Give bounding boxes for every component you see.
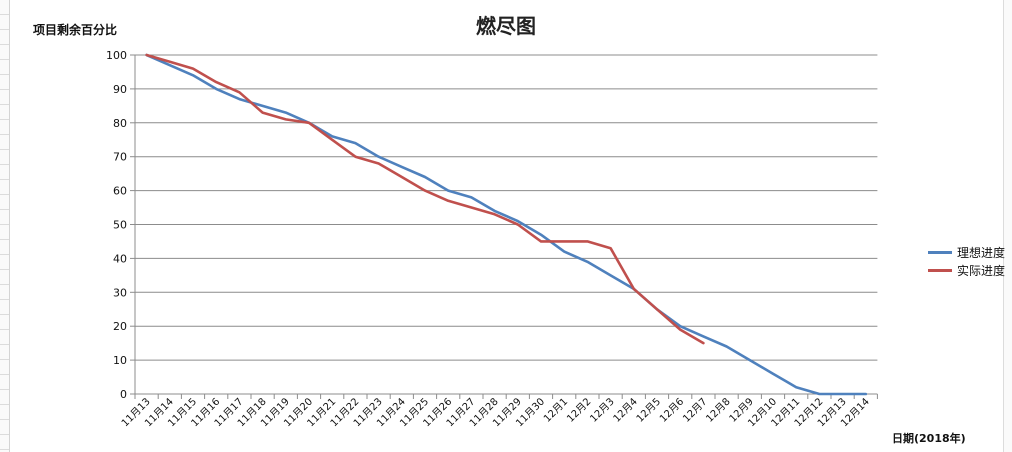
x-tick-label: 12月6 xyxy=(657,396,686,425)
sheet-row-line xyxy=(0,194,9,195)
y-tick-label: 80 xyxy=(113,117,127,130)
y-tick-label: 20 xyxy=(113,320,127,333)
sheet-row-line xyxy=(0,389,9,390)
legend-label-ideal: 理想进度 xyxy=(957,245,1006,260)
sheet-row-header-strip xyxy=(0,0,10,452)
sheet-row-line xyxy=(0,164,9,165)
y-tick-label: 40 xyxy=(113,252,127,265)
sheet-row-line xyxy=(0,119,9,120)
y-axis-title: 项目剩余百分比 xyxy=(33,23,118,37)
sheet-row-line xyxy=(0,269,9,270)
y-tick-label: 50 xyxy=(113,219,127,232)
legend-item-ideal[interactable]: 理想进度 xyxy=(928,243,1005,261)
y-tick-label: 10 xyxy=(113,354,127,367)
sheet-row-line xyxy=(0,329,9,330)
sheet-row-line xyxy=(0,254,9,255)
sheet-row-line xyxy=(0,14,9,15)
y-tick-label: 90 xyxy=(113,83,127,96)
y-tick-label: 0 xyxy=(120,388,127,401)
x-tick-label: 12月5 xyxy=(634,396,663,425)
x-tick-label: 12月8 xyxy=(704,396,733,425)
sheet-row-line xyxy=(0,134,9,135)
sheet-row-line xyxy=(0,284,9,285)
chart-legend[interactable]: 理想进度 实际进度 xyxy=(928,243,1005,279)
sheet-row-line xyxy=(0,89,9,90)
x-axis-title: 日期(2018年) xyxy=(892,432,966,445)
sheet-row-line xyxy=(0,299,9,300)
sheet-row-line xyxy=(0,419,9,420)
x-tick-label: 12月1 xyxy=(541,396,570,425)
sheet-row-line xyxy=(0,224,9,225)
sheet-row-line xyxy=(0,344,9,345)
legend-item-actual[interactable]: 实际进度 xyxy=(928,261,1005,279)
series-line-actual[interactable] xyxy=(145,53,705,345)
sheet-row-line xyxy=(0,404,9,405)
sheet-row-line xyxy=(0,314,9,315)
sheet-row-line xyxy=(0,239,9,240)
y-tick-label: 60 xyxy=(113,185,127,198)
sheet-row-line xyxy=(0,149,9,150)
sheet-scroll-strip xyxy=(1003,0,1012,452)
sheet-row-line xyxy=(0,29,9,30)
y-tick-label: 30 xyxy=(113,286,127,299)
sheet-row-line xyxy=(0,74,9,75)
legend-swatch-actual xyxy=(928,268,952,272)
y-tick-label: 100 xyxy=(106,49,127,62)
sheet-row-line xyxy=(0,179,9,180)
series-line-ideal[interactable] xyxy=(145,53,868,396)
x-tick-label: 12月3 xyxy=(588,396,617,425)
sheet-row-line xyxy=(0,374,9,375)
legend-swatch-ideal xyxy=(928,250,952,254)
sheet-row-line xyxy=(0,209,9,210)
sheet-row-line xyxy=(0,434,9,435)
chart-title: 燃尽图 xyxy=(476,14,536,38)
sheet-row-line xyxy=(0,44,9,45)
x-tick-label: 12月4 xyxy=(611,396,640,425)
sheet-row-line xyxy=(0,449,9,450)
x-tick-label: 12月2 xyxy=(564,396,593,425)
sheet-row-line xyxy=(0,359,9,360)
legend-label-actual: 实际进度 xyxy=(957,263,1006,278)
sheet-row-line xyxy=(0,59,9,60)
y-tick-label: 70 xyxy=(113,151,127,164)
x-tick-label: 12月7 xyxy=(680,396,709,425)
sheet-row-line xyxy=(0,104,9,105)
